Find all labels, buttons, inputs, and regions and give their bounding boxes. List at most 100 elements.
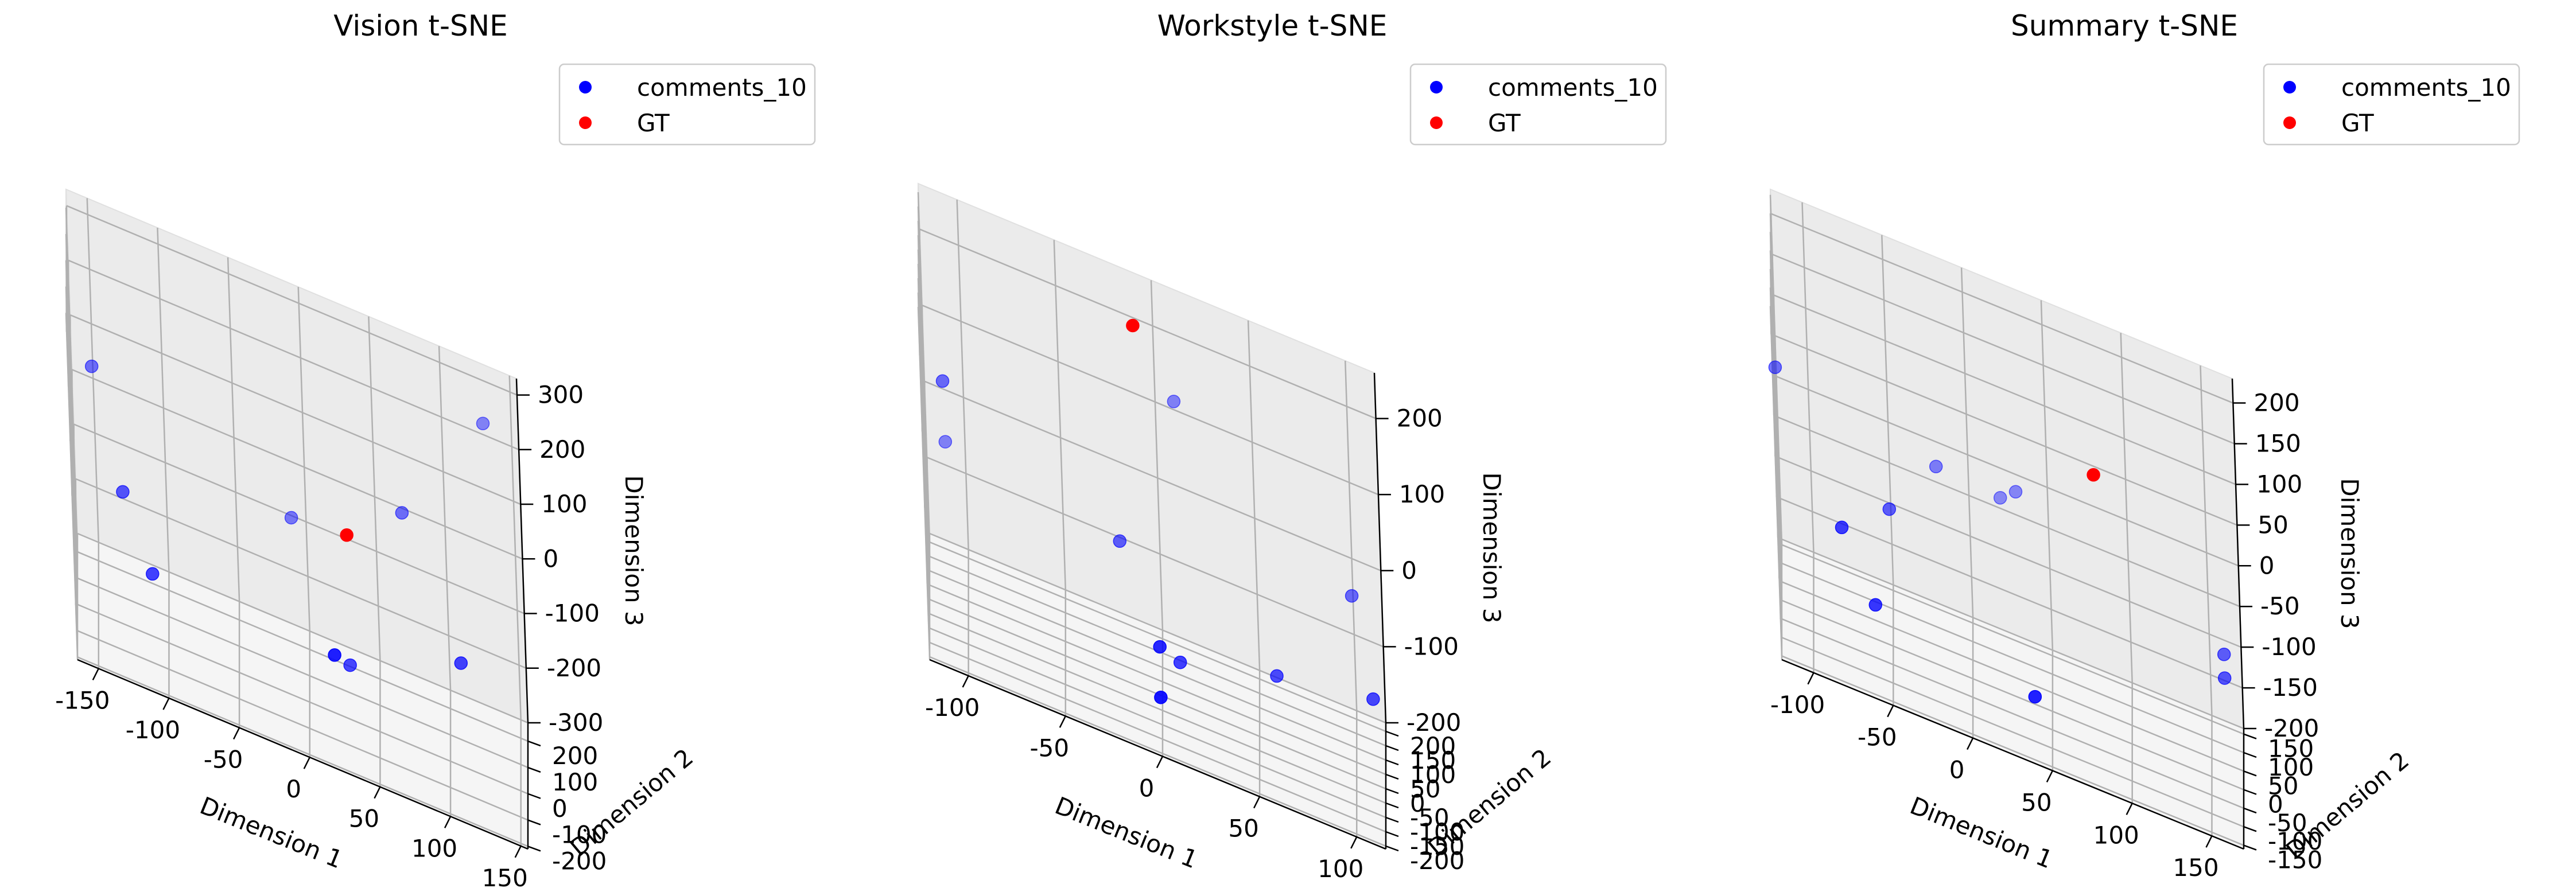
grid-line-x [2200, 365, 2213, 716]
z-tick-label: -200 [2264, 714, 2319, 742]
x-axis-label: Dimension 1 [1051, 792, 1202, 874]
x-tick-label: 50 [2021, 788, 2052, 816]
x-axis-label: Dimension 1 [196, 792, 347, 874]
grid-line-z [66, 205, 518, 396]
data-point-comments_10 [1993, 491, 2007, 505]
grid-line-z [73, 423, 525, 614]
grid-line-z [1773, 294, 2236, 485]
grid-line-y [929, 570, 1386, 761]
grid-line-x [1345, 360, 1358, 711]
grid-line-y [1781, 544, 2244, 735]
data-point-comments_10 [146, 567, 160, 581]
legend-label: comments_10 [1488, 73, 1658, 102]
grid-line-z [1777, 416, 2240, 607]
y-tick-label: -200 [552, 847, 607, 875]
x-tick-label: 0 [1949, 756, 1965, 784]
y-tick-label: 0 [1410, 789, 1425, 817]
y-tick-mark [527, 740, 541, 747]
y-tick-label: 50 [2268, 772, 2298, 800]
x-tick-mark [962, 675, 969, 688]
x-axis-line [77, 659, 529, 850]
z-tick-label: 0 [2259, 551, 2275, 579]
data-point-GT [1126, 318, 1140, 333]
grid-line-z [68, 259, 519, 450]
x-tick-label: -100 [1770, 691, 1825, 719]
y-tick-mark [1385, 788, 1399, 794]
x-tick-label: -100 [126, 716, 180, 744]
legend-label: comments_10 [637, 73, 807, 102]
legend: comments_10 GT [558, 63, 816, 146]
grid-line-x [2040, 300, 2054, 651]
y-tick-mark [527, 766, 541, 773]
z-tick-label: -200 [547, 654, 601, 682]
grid-line-z [922, 305, 1379, 496]
x-tick-mark [1887, 705, 1894, 718]
grid-line-x [1801, 202, 1815, 552]
x-tick-mark [92, 668, 99, 681]
z-axis-label: Dimension 3 [2336, 478, 2364, 629]
y-tick-mark [2243, 751, 2257, 758]
grid-line-x [508, 375, 522, 720]
grid-line-z [924, 380, 1381, 571]
x-tick-mark [1807, 672, 1815, 685]
z-tick-label: -100 [1404, 632, 1459, 660]
grid-line-y [77, 577, 529, 769]
grid-line-y [77, 551, 529, 742]
y-tick-mark [2243, 807, 2257, 814]
x-tick-label: 100 [411, 834, 457, 862]
grid-line-y [1781, 618, 2244, 809]
x-tick-mark [162, 698, 170, 710]
data-point-GT [340, 528, 353, 542]
z-tick-label: 0 [1401, 556, 1417, 585]
y-tick-label: 100 [2268, 753, 2314, 781]
z-tick-label: 300 [538, 381, 584, 409]
grid-line-x [1247, 320, 1261, 671]
y-tick-mark [527, 819, 541, 825]
y-tick-label: -50 [1410, 804, 1450, 832]
x-tick-mark [514, 846, 522, 858]
grid-line-y [1781, 599, 2244, 790]
grid-line-y [929, 613, 1386, 804]
y-tick-mark [1385, 745, 1399, 751]
legend-marker [579, 81, 592, 94]
data-point-comments_10 [1173, 655, 1187, 669]
y-tick-mark [527, 846, 541, 852]
grid-line-x [297, 287, 311, 632]
z-tick-label: 200 [1397, 404, 1443, 433]
x-tick-mark [1059, 715, 1066, 728]
data-point-comments_10 [1345, 589, 1359, 603]
y-tick-label: 150 [2268, 735, 2314, 763]
x-tick-mark [374, 786, 381, 799]
x-tick-mark [1253, 796, 1261, 809]
y-tick-label: 50 [1410, 775, 1440, 803]
data-point-comments_10 [395, 506, 409, 520]
x-tick-label: 150 [482, 864, 528, 888]
chart-title: Workstyle t-SNE [1157, 9, 1388, 42]
data-point-comments_10 [2008, 485, 2023, 499]
data-point-comments_10 [476, 416, 490, 431]
grid-line-z [1770, 213, 2233, 404]
y-tick-mark [2243, 826, 2257, 832]
grid-line-z [1776, 376, 2239, 567]
data-point-comments_10 [1929, 459, 1943, 474]
grid-line-z [69, 314, 521, 505]
x-tick-mark [1156, 755, 1164, 769]
data-point-comments_10 [1366, 692, 1380, 706]
grid-line-x [1881, 235, 1894, 585]
legend-marker [2283, 116, 2296, 129]
data-point-comments_10 [343, 658, 357, 672]
grid-line-z [929, 532, 1386, 724]
grid-line-y [1781, 655, 2244, 846]
y-tick-mark [1385, 831, 1399, 838]
data-point-comments_10 [2217, 671, 2232, 685]
data-point-comments_10 [938, 435, 953, 449]
legend: comments_10 GT [2263, 63, 2520, 146]
x-tick-label: -150 [55, 686, 110, 714]
chart-title: Summary t-SNE [2011, 9, 2238, 42]
grid-line-x [2120, 333, 2133, 683]
y-tick-mark [1385, 802, 1399, 809]
